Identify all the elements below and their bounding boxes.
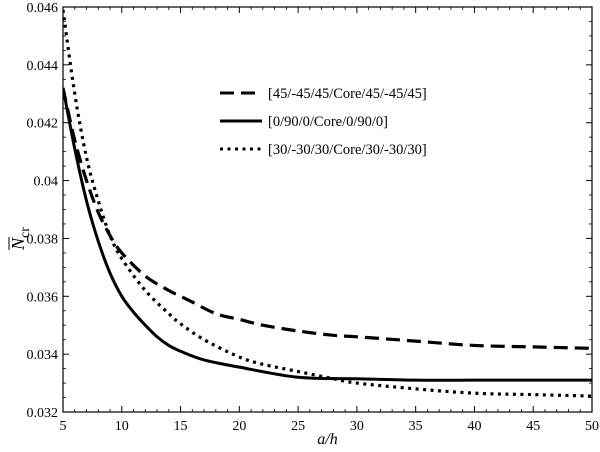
y-axis-label: Ncr — [8, 227, 33, 251]
y-axis-label-sub: cr — [18, 227, 33, 238]
y-tick-label: 0.036 — [27, 290, 59, 305]
y-tick-label: 0.032 — [27, 406, 59, 421]
x-axis-label: a/h — [317, 431, 337, 448]
x-tick-label: 5 — [60, 419, 67, 434]
y-axis-label-main: N — [8, 237, 28, 251]
y-tick-label: 0.044 — [27, 59, 59, 74]
legend-label: [30/-30/30/Core/30/-30/30] — [268, 142, 427, 158]
y-tick-label: 0.04 — [34, 175, 59, 190]
plot-frame — [62, 6, 593, 413]
x-tick-label: 35 — [409, 419, 423, 434]
x-tick-label: 30 — [350, 419, 364, 434]
x-tick-label: 15 — [174, 419, 188, 434]
y-tick-label: 0.038 — [27, 232, 59, 247]
x-tick-label: 10 — [115, 419, 129, 434]
series-line-solid — [63, 87, 592, 382]
x-tick-label: 45 — [526, 419, 540, 434]
x-tick-label: 40 — [467, 419, 481, 434]
series-lines — [63, 9, 592, 398]
legend: [45/-45/45/Core/45/-45/45] [0/90/0/Core/0… — [220, 86, 427, 158]
svg-text:Ncr: Ncr — [8, 227, 33, 251]
y-axis-ticks: 0.032 0.034 0.036 0.038 0.04 0.042 0.044 0.046 — [27, 1, 592, 421]
legend-label: [0/90/0/Core/0/90/0] — [268, 114, 388, 130]
y-tick-label: 0.042 — [27, 117, 59, 132]
x-tick-label: 50 — [585, 419, 599, 434]
plot-border — [62, 6, 593, 413]
x-tick-label: 25 — [291, 419, 305, 434]
x-tick-label: 20 — [232, 419, 246, 434]
series-line-dotted — [63, 9, 592, 398]
legend-label: [45/-45/45/Core/45/-45/45] — [268, 86, 427, 102]
y-tick-label: 0.034 — [27, 348, 59, 363]
series-line-dashed — [63, 87, 592, 350]
x-axis-ticks: 5 10 15 20 25 30 35 40 45 50 — [60, 7, 599, 434]
y-tick-label: 0.046 — [27, 1, 59, 16]
